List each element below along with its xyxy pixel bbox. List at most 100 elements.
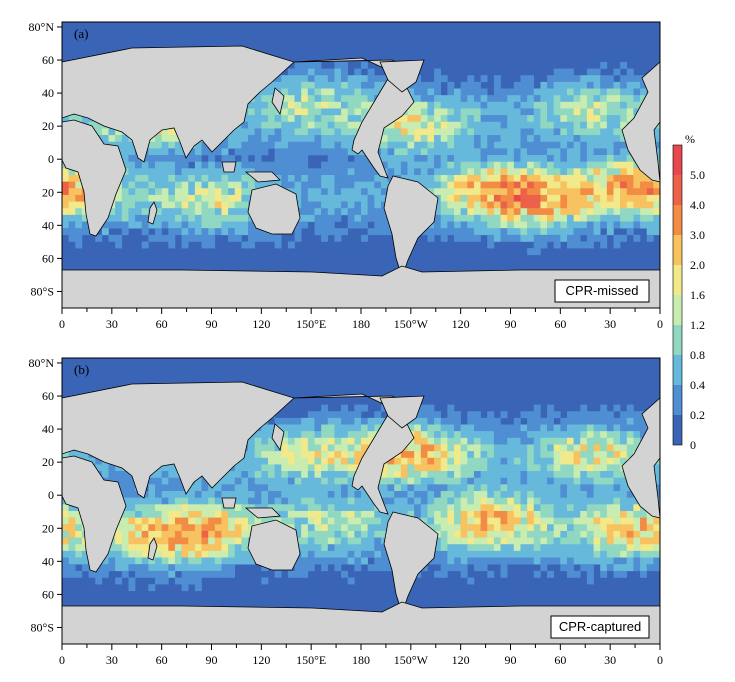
heat-cell [513,214,521,222]
heat-cell [487,570,495,578]
heat-cell [473,174,481,182]
heat-cell [493,174,501,182]
heat-cell [507,510,515,518]
heat-cell [241,161,249,169]
heat-cell [493,464,501,472]
heat-cell [473,101,481,109]
x-tick-label: 150°E [296,317,326,331]
heat-cell [454,417,461,425]
heat-cell [507,181,515,189]
heat-cell [427,81,435,89]
heat-cell [500,444,508,452]
heat-cell [174,477,182,485]
heat-cell [447,544,455,552]
heat-cell [560,155,568,162]
heat-cell [181,577,189,585]
heat-cell [361,208,368,216]
heat-cell [566,437,574,445]
heat-cell [68,115,76,123]
heat-cell [473,88,481,96]
heat-cell [454,431,461,439]
heat-cell [367,188,375,196]
heat-cell [267,491,275,498]
heat-cell [487,510,495,518]
heat-cell [493,214,501,222]
heat-cell [454,550,461,558]
heat-cell [434,181,442,189]
heat-cell [533,135,541,143]
heat-cell [75,234,83,242]
heat-cell [593,437,601,445]
heat-cell [407,424,415,432]
heat-cell [580,135,588,143]
heat-cell [294,81,302,89]
heat-cell [341,174,349,182]
heat-cell [620,477,628,485]
heat-cell [527,464,535,472]
heat-cell [95,234,103,242]
heat-cell [613,168,621,176]
heat-cell [307,437,315,445]
heat-cell [500,537,508,545]
heat-cell [566,81,574,89]
heat-cell [447,411,455,419]
heat-cell [168,168,176,176]
heat-cell [168,221,176,229]
heat-cell [606,411,614,419]
heat-cell [440,228,448,236]
heat-cell [573,135,581,143]
heat-cell [513,424,521,432]
heat-cell [307,75,315,83]
heat-cell [593,530,601,538]
heat-cell [287,181,295,189]
heat-cell [593,75,601,83]
heat-cell [208,168,216,176]
heat-cell [533,550,541,558]
heat-cell [493,530,501,538]
heat-cell [241,491,249,498]
heat-cell [281,417,289,425]
heat-cell [400,491,408,498]
heat-cell [540,115,548,123]
heat-cell [414,81,422,89]
heat-cell [374,530,382,538]
heat-cell [593,81,601,89]
heat-cell [507,208,515,216]
heat-cell [281,504,289,512]
heat-cell [454,141,461,149]
heat-cell [646,208,654,216]
heat-cell [201,214,209,222]
heat-cell [434,517,442,525]
heat-cell [287,504,295,512]
heat-cell [434,95,442,103]
heat-cell [294,88,302,96]
heat-cell [507,194,515,202]
heat-cell [354,431,362,439]
heat-cell [241,477,249,485]
heat-cell [367,81,375,89]
heat-cell [573,214,581,222]
heat-cell [427,108,435,116]
heat-cell [606,101,614,109]
heat-cell [626,417,634,425]
heat-cell [580,557,588,565]
heat-cell [168,471,176,479]
heat-cell [586,504,594,512]
heat-cell [307,61,315,69]
heat-cell [580,108,588,116]
heat-cell [580,121,588,129]
heat-cell [520,444,528,452]
heat-cell [427,168,435,176]
heat-cell [547,148,554,156]
heat-cell [527,194,535,202]
heat-cell [626,504,634,512]
heat-cell [374,188,382,196]
heat-cell [334,228,342,236]
heat-cell [606,108,614,116]
heat-cell [507,517,515,525]
heat-cell [434,497,442,505]
heat-cell [487,544,495,552]
heat-cell [606,181,614,189]
heat-cell [141,557,149,565]
heat-cell [287,168,295,176]
